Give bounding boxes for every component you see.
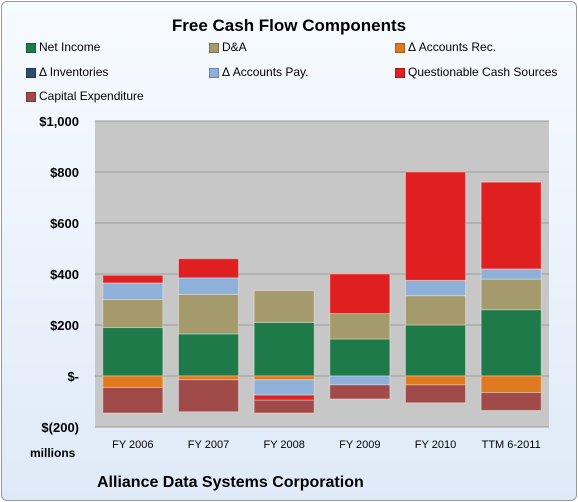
legend-swatch xyxy=(26,42,36,53)
bar-segment xyxy=(329,338,391,377)
bar-segment xyxy=(405,324,466,377)
legend-label: D&A xyxy=(222,40,247,54)
y-tick-label: $800 xyxy=(50,165,79,180)
bar-segment xyxy=(480,278,542,311)
legend-label: Δ Inventories xyxy=(39,65,109,79)
chart-title: Free Cash Flow Components xyxy=(171,16,407,35)
legend-label: Δ Accounts Pay. xyxy=(222,65,309,79)
bar-segment xyxy=(480,309,542,377)
legend-label: Δ Accounts Rec. xyxy=(408,40,497,54)
bar-segment xyxy=(480,268,542,280)
bar-segment xyxy=(405,171,466,281)
company-name: Alliance Data Systems Corporation xyxy=(97,474,364,491)
bar-segment xyxy=(405,279,466,297)
legend-item-questionable-cash: Questionable Cash Sources xyxy=(395,65,557,79)
bar-segment xyxy=(405,295,466,326)
legend-item-inventories: Δ Inventories xyxy=(26,65,108,79)
legend-item-accounts-rec: Δ Accounts Rec. xyxy=(395,40,496,54)
x-tick-label: TTM 6-2011 xyxy=(482,439,541,451)
bar-segment xyxy=(329,384,391,400)
legend-swatch xyxy=(209,42,219,53)
legend-label: Capital Expenditure xyxy=(39,89,144,103)
y-axis-unit-label: millions xyxy=(30,446,76,460)
legend-item-accounts-pay: Δ Accounts Pay. xyxy=(209,65,309,79)
bar-segment xyxy=(480,392,542,411)
legend-item-net-income: Net Income xyxy=(26,40,100,54)
x-tick-label: FY 2007 xyxy=(188,439,229,451)
legend-swatch xyxy=(209,67,219,78)
legend-swatch xyxy=(395,67,405,78)
bar-segment xyxy=(329,273,391,315)
bar-segment xyxy=(102,386,164,414)
bar-segment xyxy=(253,290,315,323)
bar-segment xyxy=(102,274,164,284)
bar-segment xyxy=(102,375,164,388)
bar-segment xyxy=(178,333,239,377)
bar-segment xyxy=(405,384,466,404)
x-tick-label: FY 2010 xyxy=(415,439,456,451)
legend-item-capital-expenditure: Capital Expenditure xyxy=(26,89,144,103)
bar-segment xyxy=(253,394,315,401)
bar-segment xyxy=(253,379,315,396)
y-tick-label: $- xyxy=(67,369,79,384)
bar-segment xyxy=(253,375,315,381)
bar-segment xyxy=(253,321,315,377)
x-tick-label: FY 2006 xyxy=(112,439,153,451)
x-tick-label: FY 2008 xyxy=(263,439,304,451)
bar-segment xyxy=(253,399,315,414)
y-tick-label: $400 xyxy=(50,267,79,282)
y-tick-label: $(200) xyxy=(41,420,79,435)
bar-segment xyxy=(329,375,391,386)
bar-segment xyxy=(178,293,239,335)
legend-swatch xyxy=(26,91,36,102)
legend-label: Questionable Cash Sources xyxy=(408,65,558,79)
legend-item-d-and-a: D&A xyxy=(209,40,247,54)
bar-segment xyxy=(178,375,239,381)
legend-label: Net Income xyxy=(39,40,101,54)
bar-segment xyxy=(102,282,164,300)
legend-swatch xyxy=(395,42,405,53)
bar-segment xyxy=(102,299,164,329)
bar-segment xyxy=(480,375,542,394)
legend-swatch xyxy=(26,67,36,78)
bar-segment xyxy=(405,375,466,386)
bar-segment xyxy=(178,258,239,279)
bar-segment xyxy=(329,313,391,340)
x-tick-label: FY 2009 xyxy=(339,439,380,451)
y-tick-label: $200 xyxy=(50,318,79,333)
bar-segment xyxy=(178,277,239,295)
bar-segment xyxy=(102,327,164,377)
y-tick-label: $1,000 xyxy=(39,114,79,129)
bar-segment xyxy=(480,181,542,270)
bar-segment xyxy=(178,379,239,413)
y-tick-label: $600 xyxy=(50,216,79,231)
